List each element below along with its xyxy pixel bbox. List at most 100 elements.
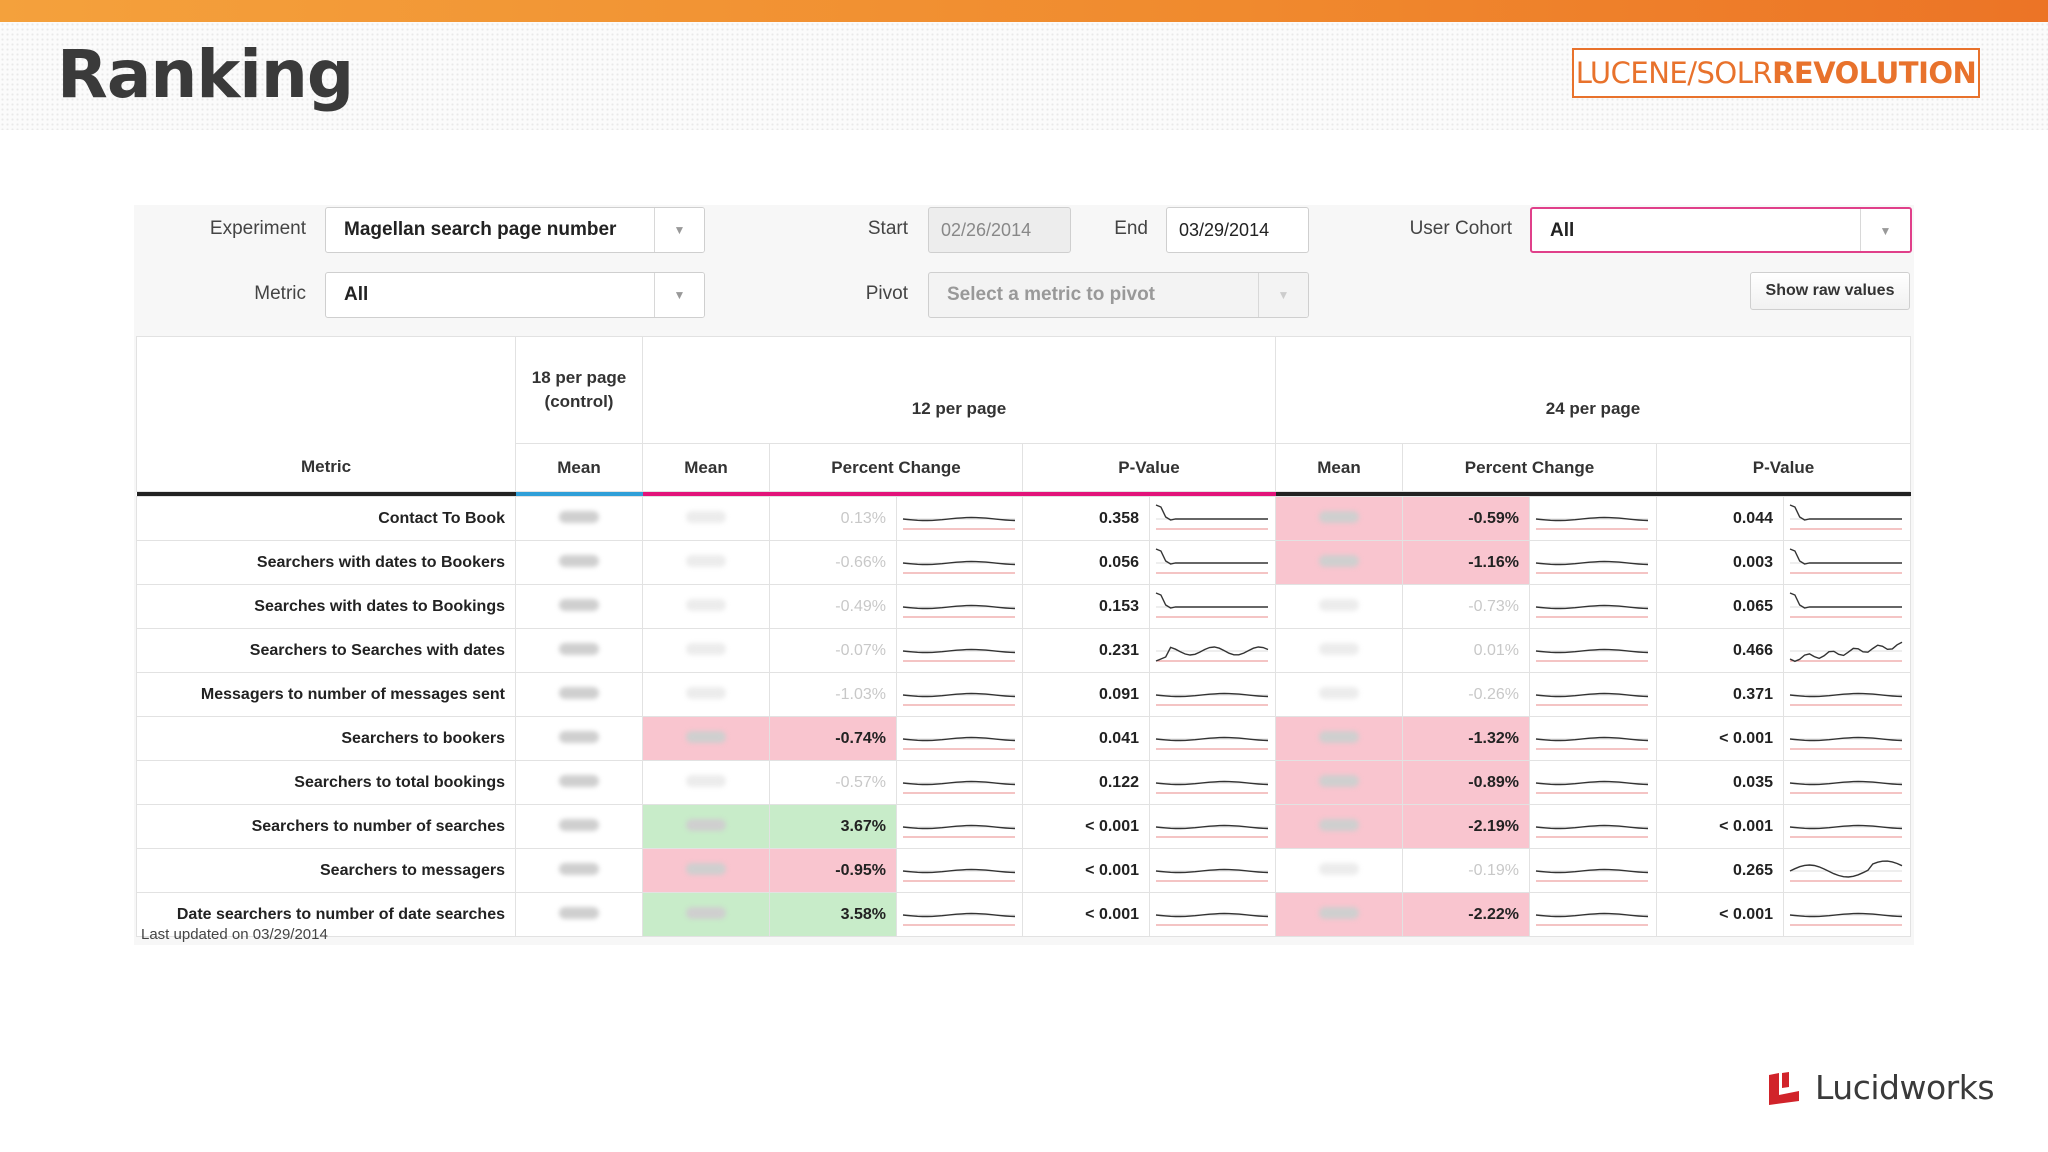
sparkline [1789,692,1903,705]
chevron-down-icon[interactable]: ▼ [1258,273,1308,317]
g2-percent-change-cell: -1.32% [1402,716,1530,761]
show-raw-values-button[interactable]: Show raw values [1750,272,1910,310]
g2-change-sparkline-cell [1529,760,1657,805]
metric-name-cell: Searchers to total bookings [136,760,516,805]
blurred-value [559,774,599,787]
g1-p-value-cell: < 0.001 [1022,804,1150,849]
sparkline [902,824,1016,837]
blurred-value [559,510,599,523]
table-row[interactable]: Searchers to total bookings -0.57% 0.122 -0… [136,760,1911,805]
g1-percent-change-cell: -1.03% [769,672,897,717]
end-date-field[interactable]: 03/29/2014 [1166,207,1309,253]
blurred-value [559,862,599,875]
sparkline [902,560,1016,573]
g2-percent-change-cell: -2.19% [1402,804,1530,849]
pivot-select[interactable]: Select a metric to pivot ▼ [928,272,1309,318]
blurred-value [686,818,726,831]
metric-name-cell: Searchers to Searches with dates [136,628,516,673]
user-cohort-select[interactable]: All ▼ [1530,207,1912,253]
control-mean-cell [515,804,643,849]
sparkline [1155,692,1269,705]
sparkline [1535,824,1649,837]
table-row[interactable]: Searchers to messagers -0.95% < 0.001 -0.19… [136,848,1911,893]
blurred-value [686,774,726,787]
sparkline [1789,503,1902,529]
blurred-value [686,554,726,567]
table-row[interactable]: Searches with dates to Bookings -0.49% 0.1… [136,584,1911,629]
sparkline [1535,780,1649,793]
g2-mean-cell [1275,804,1403,849]
g1-percent-change-header: Percent Change [769,443,1023,492]
sparkline [1535,516,1649,529]
g1-change-sparkline-cell [896,760,1023,805]
lucidworks-wordmark: Lucidworks [1815,1068,1995,1107]
blurred-value [1319,642,1359,655]
table-row[interactable]: Messagers to number of messages sent -1.0… [136,672,1911,717]
blurred-value [559,642,599,655]
g2-p-value-cell: 0.044 [1656,496,1784,541]
pivot-select-placeholder: Select a metric to pivot [947,284,1156,305]
g2-mean-cell [1275,760,1403,805]
g2-p-value-header: P-Value [1656,443,1911,492]
blurred-value [559,730,599,743]
blurred-value [686,862,726,875]
experiment-label: Experiment [209,218,306,239]
end-label: End [1114,218,1148,239]
g1-mean-cell [642,804,770,849]
group-12-per-page-header: 12 per page [642,336,1276,444]
g2-mean-cell [1275,584,1403,629]
g1-percent-change-cell: 0.13% [769,496,897,541]
g1-pvalue-sparkline-cell [1149,672,1276,717]
g2-pvalue-sparkline-cell [1783,848,1911,893]
table-row[interactable]: Searchers to Searches with dates -0.07% 0.… [136,628,1911,673]
metric-name-cell: Messagers to number of messages sent [136,672,516,717]
g2-p-value-cell: < 0.001 [1656,804,1784,849]
g1-p-value-cell: < 0.001 [1022,892,1150,937]
control-mean-cell [515,540,643,585]
g2-mean-cell [1275,496,1403,541]
control-mean-cell [515,848,643,893]
g1-percent-change-cell: -0.74% [769,716,897,761]
user-cohort-select-value: All [1550,220,1575,241]
chevron-down-icon[interactable]: ▼ [654,208,704,252]
table-row[interactable]: Searchers with dates to Bookers -0.66% 0.0… [136,540,1911,585]
metric-name-cell: Searchers to messagers [136,848,516,893]
sparkline [902,604,1016,617]
g2-mean-cell [1275,848,1403,893]
blurred-value [1319,730,1359,743]
g2-pvalue-sparkline-cell [1783,804,1911,849]
metric-select[interactable]: All ▼ [325,272,705,318]
chevron-down-icon[interactable]: ▼ [654,273,704,317]
g1-change-sparkline-cell [896,540,1023,585]
sparkline [1535,736,1649,749]
conference-logo-part1: LUCENE/SOLR [1575,56,1773,90]
blurred-value [686,906,726,919]
chevron-down-icon[interactable]: ▼ [1860,209,1910,251]
table-row[interactable]: Searchers to bookers -0.74% 0.041 -1.32% < 0… [136,716,1911,761]
metric-name-cell: Contact To Book [136,496,516,541]
table-row[interactable]: Searchers to number of searches 3.67% < 0.… [136,804,1911,849]
experiment-select-value: Magellan search page number [344,219,617,240]
sparkline [1789,912,1903,925]
g1-p-value-cell: 0.091 [1022,672,1150,717]
g2-change-sparkline-cell [1529,716,1657,761]
lucidworks-mark-icon [1769,1071,1799,1105]
sparkline [902,868,1016,881]
blurred-value [1319,818,1359,831]
table-row[interactable]: Date searchers to number of date searche… [136,892,1911,937]
sparkline [1789,547,1902,573]
experiment-select[interactable]: Magellan search page number ▼ [325,207,705,253]
g2-p-value-cell: 0.265 [1656,848,1784,893]
g2-change-sparkline-cell [1529,804,1657,849]
blurred-value [1319,862,1359,875]
metric-label: Metric [254,283,306,304]
sparkline [1155,503,1268,529]
blurred-value [1319,554,1359,567]
g2-percent-change-cell: -0.89% [1402,760,1530,805]
table-row[interactable]: Contact To Book 0.13% 0.358 -0.59% 0.044 [136,496,1911,541]
g2-color-bar [1275,491,1911,497]
blurred-value [1319,510,1359,523]
g2-p-value-cell: 0.371 [1656,672,1784,717]
g2-percent-change-cell: -1.16% [1402,540,1530,585]
start-date-field[interactable]: 02/26/2014 [928,207,1071,253]
